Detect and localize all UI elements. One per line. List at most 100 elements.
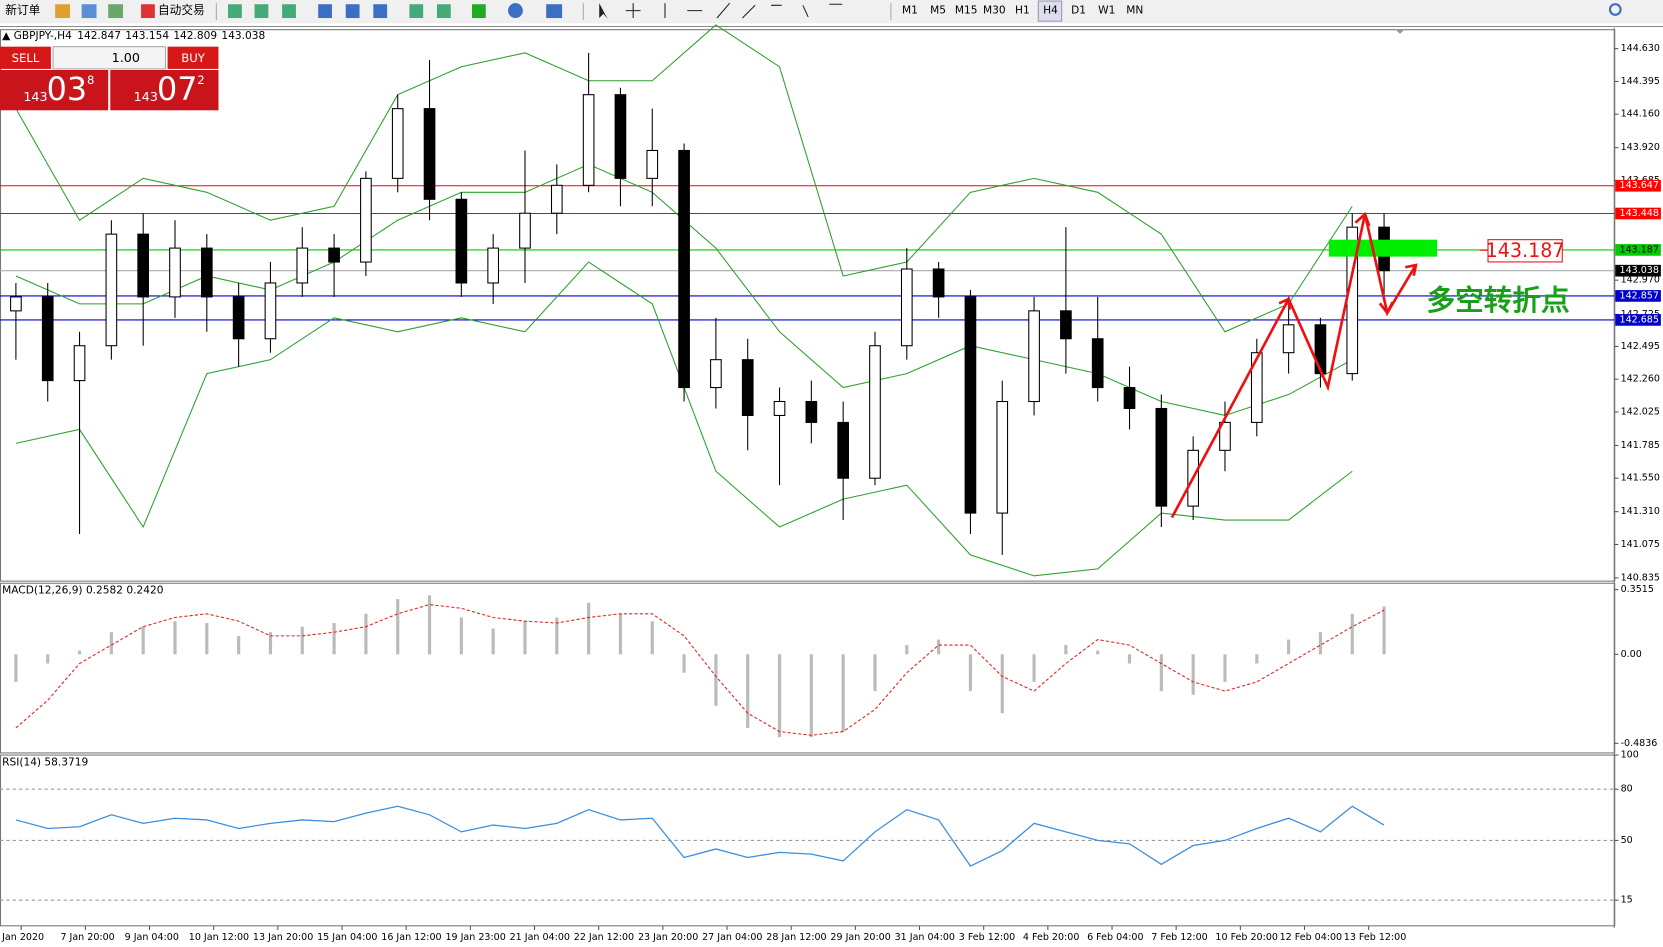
x-tick-label: Jan 2020 (1, 932, 44, 943)
macd-bar (746, 654, 750, 728)
y-tick-label: 144.630 (1621, 43, 1660, 54)
price-box-label: 143.187 (1486, 240, 1565, 262)
icon (471, 4, 486, 19)
timeframe-button[interactable]: D1 (1071, 5, 1086, 17)
x-tick-label: 3 Feb 12:00 (959, 932, 1015, 943)
macd-bar (523, 621, 527, 655)
price-level-label: 142.685 (1620, 314, 1659, 325)
candle-body (487, 247, 500, 284)
price-level-label: 143.038 (1620, 265, 1659, 276)
x-tick-label: 19 Jan 23:00 (445, 932, 505, 943)
macd-label: MACD(12,26,9) 0.2582 0.2420 (2, 585, 164, 597)
macd-bar (1318, 632, 1323, 655)
timeframe-button[interactable]: H1 (1015, 5, 1030, 17)
macd-bar (618, 613, 623, 655)
bid-box[interactable] (0, 69, 109, 111)
macd-bar (1287, 639, 1291, 655)
ask-box[interactable] (110, 69, 219, 111)
candle-body (1250, 352, 1263, 423)
macd-bar (332, 623, 336, 655)
lots-input[interactable] (52, 46, 166, 70)
high: 143.154 (125, 30, 169, 42)
timeframe-button[interactable]: H4 (1043, 5, 1058, 17)
turning-zone (1328, 239, 1438, 257)
y-tick-label: 0.3515 (1621, 584, 1654, 595)
y-tick-label: 141.550 (1621, 473, 1660, 484)
candle-body (646, 149, 659, 179)
y-tick-label: 143.920 (1621, 142, 1660, 153)
candle-body (1155, 407, 1168, 507)
macd-signal (15, 604, 1385, 736)
macd-bar (237, 635, 241, 655)
timeframe-button[interactable]: M5 (930, 5, 946, 17)
low: 142.809 (173, 30, 217, 42)
macd-bar (809, 654, 813, 738)
candle-body (710, 359, 722, 389)
x-tick-label: 12 Feb 04:00 (1280, 932, 1343, 943)
y-tick-label: 15 (1621, 895, 1633, 906)
timeframe-button[interactable]: W1 (1098, 5, 1115, 17)
candle-body (328, 247, 340, 263)
sell-button[interactable] (0, 46, 51, 69)
icon (81, 4, 97, 19)
timeframes: M1 M5 M15 M30 H1 H4 D1 W1 MN (902, 5, 1143, 17)
auto-trading-button[interactable]: 自动交易 (158, 3, 205, 17)
macd-bar (587, 602, 591, 655)
price-level-tag (1615, 264, 1661, 277)
macd-bar (459, 617, 463, 655)
y-tick-label: 142.495 (1621, 341, 1660, 352)
price-level-tag (1615, 244, 1661, 256)
y-tick-label: 50 (1621, 835, 1633, 846)
turning-point-label: 多空转折点 (1426, 283, 1569, 317)
macd-bar (555, 617, 559, 655)
y-tick-label: 142.025 (1621, 406, 1660, 417)
timeframe-button[interactable]: M30 (983, 5, 1006, 17)
price-box (1487, 239, 1563, 263)
symbol-header: ▲ GBPJPY-,H4 142.847 143.154 142.809 143.038 (2, 30, 265, 42)
timeframe-button[interactable]: M15 (955, 5, 978, 17)
crosshair-tool[interactable] (625, 3, 641, 19)
y-tick-label: 140.835 (1621, 572, 1660, 583)
x-tick-label: 27 Jan 04:00 (702, 932, 762, 943)
macd-bar (1032, 654, 1036, 682)
search-button[interactable] (1608, 3, 1622, 16)
macd-bar (937, 639, 941, 655)
icon (508, 3, 523, 19)
rsi-label: RSI(14) 58.3719 (2, 756, 88, 768)
bid-pips: 03 (47, 70, 87, 108)
candle-body (73, 345, 86, 382)
macd-bar (427, 595, 432, 655)
candle-body (41, 296, 54, 382)
macd-bar (841, 654, 845, 732)
sell-label: SELL (12, 51, 40, 65)
timeframe-button[interactable]: MN (1126, 5, 1143, 17)
y-tick-label: 141.310 (1621, 506, 1660, 517)
cursor-tool[interactable] (599, 3, 608, 20)
macd-bar (1382, 606, 1386, 655)
macd-bar (14, 654, 18, 682)
shift-marker (1395, 29, 1405, 34)
drawing-tools[interactable] (664, 2, 843, 19)
y-tick-label: 100 (1621, 750, 1639, 761)
x-tick-label: 4 Feb 20:00 (1023, 932, 1079, 943)
panel-frame (0, 582, 1616, 754)
macd-bar (268, 632, 273, 655)
x-tick-label: 7 Feb 12:00 (1151, 932, 1207, 943)
candle-body (360, 177, 372, 263)
macd-bar (300, 626, 304, 655)
macd-bar (1159, 654, 1163, 692)
macd-bar (968, 654, 973, 692)
candle-body (900, 268, 913, 347)
candle-body (1282, 324, 1295, 354)
candle-body (1219, 421, 1231, 451)
new-order-button[interactable]: 新订单 (5, 3, 40, 17)
timeframe-button[interactable]: M1 (902, 5, 918, 17)
candle-body (582, 94, 595, 186)
x-tick-label: 10 Feb 20:00 (1215, 932, 1278, 943)
icon (373, 4, 388, 19)
close: 143.038 (221, 30, 265, 42)
x-tick-label: 23 Jan 20:00 (638, 932, 698, 943)
price-level-label: 143.448 (1620, 208, 1659, 219)
buy-button[interactable] (167, 46, 219, 69)
macd-bar (1127, 654, 1132, 664)
